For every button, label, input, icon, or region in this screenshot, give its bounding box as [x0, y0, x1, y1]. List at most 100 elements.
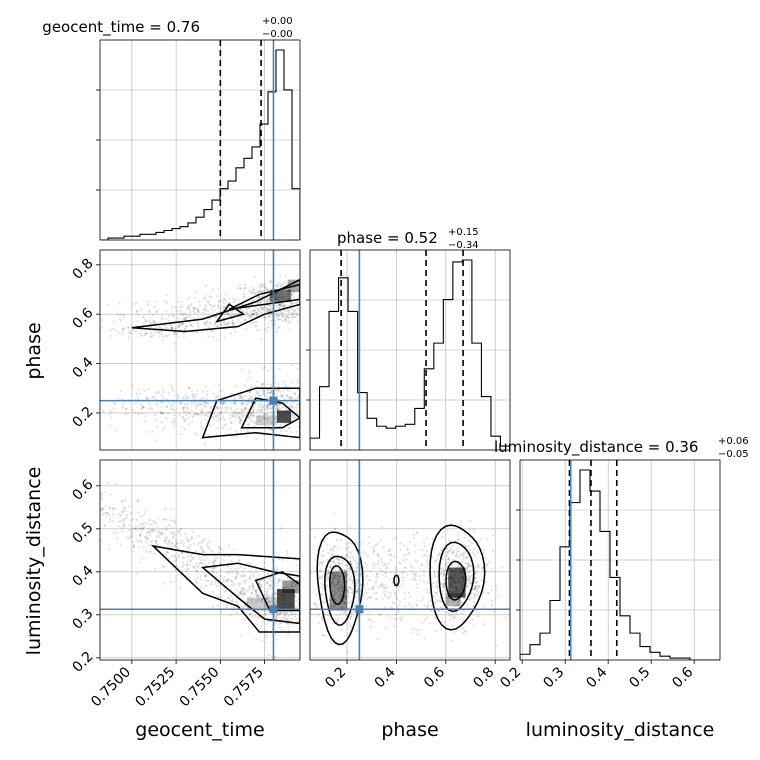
sample-point [138, 534, 142, 538]
sample-point [467, 571, 470, 574]
sample-point [266, 582, 269, 585]
sample-point [249, 411, 252, 414]
sample-point [223, 575, 226, 579]
sample-point [274, 603, 277, 606]
sample-point [193, 296, 197, 299]
sample-point [280, 430, 283, 433]
contour-line [324, 555, 356, 626]
sample-point [196, 412, 199, 416]
sample-point [130, 519, 133, 522]
sample-point [443, 581, 446, 585]
sample-point [351, 581, 354, 585]
sample-point [345, 593, 348, 596]
sample-point [253, 394, 256, 397]
sample-point [249, 371, 252, 375]
sample-point [377, 688, 379, 690]
sample-point [291, 401, 294, 404]
sample-point [472, 604, 475, 607]
sample-point [237, 582, 241, 585]
sample-point [277, 306, 280, 309]
sample-point [229, 332, 232, 335]
sample-point [150, 335, 153, 338]
sample-point [467, 564, 471, 567]
sample-point [100, 326, 103, 330]
sample-point [263, 604, 266, 607]
sample-point [306, 404, 308, 406]
sample-point [115, 532, 118, 535]
sample-point [404, 566, 407, 569]
tick-label-x-luminosity_distance: 0.4 [583, 664, 610, 691]
sample-point [266, 588, 270, 591]
sample-point [243, 574, 247, 577]
sample-point [305, 610, 307, 612]
sample-point [173, 420, 176, 423]
sample-point [439, 568, 442, 571]
sample-point [112, 507, 115, 510]
sample-point [225, 603, 229, 607]
sample-point [374, 581, 377, 584]
sample-point [227, 578, 230, 581]
sample-point [274, 284, 278, 287]
sample-point [476, 551, 479, 554]
sample-point [181, 407, 184, 410]
sample-point [346, 573, 349, 577]
sample-point [330, 409, 332, 411]
sample-point [356, 573, 360, 576]
sample-point [234, 417, 237, 420]
sample-point [364, 587, 367, 590]
sample-point [216, 594, 219, 597]
sample-point [276, 315, 279, 318]
sample-point [229, 402, 232, 405]
sample-point [367, 613, 370, 616]
sample-point [337, 588, 340, 591]
sample-point [329, 560, 333, 564]
title-phase-minus: −0.34 [448, 240, 479, 251]
sample-point [159, 531, 162, 535]
sample-point [292, 414, 296, 417]
sample-point [149, 332, 153, 335]
sample-point [251, 588, 254, 591]
sample-point [348, 560, 351, 563]
sample-point [150, 523, 153, 526]
sample-point [339, 570, 342, 573]
sample-point [217, 545, 221, 549]
sample-point [334, 636, 336, 638]
sample-point [149, 551, 152, 554]
sample-point [267, 600, 270, 603]
sample-point [186, 307, 189, 310]
sample-point [355, 629, 358, 632]
sample-point [250, 316, 253, 319]
sample-point [122, 329, 125, 332]
sample-point [181, 313, 184, 317]
sample-point [246, 403, 249, 406]
sample-point [466, 571, 469, 574]
sample-point [259, 419, 263, 422]
sample-point [136, 538, 139, 541]
sample-point [339, 612, 342, 615]
sample-point [137, 511, 140, 514]
sample-point [268, 308, 271, 312]
sample-point [180, 313, 184, 316]
sample-point [275, 408, 279, 411]
sample-point [174, 569, 178, 572]
sample-point [475, 581, 478, 584]
sample-point [154, 568, 157, 571]
sample-point [241, 588, 244, 592]
sample-point [204, 558, 207, 562]
sample-point [274, 392, 277, 395]
density-cell [255, 415, 277, 426]
sample-point [281, 559, 284, 562]
sample-point [127, 326, 130, 329]
sample-point [339, 598, 342, 602]
sample-point [341, 578, 344, 581]
sample-point [73, 402, 75, 404]
sample-point [451, 625, 454, 628]
sample-point [229, 392, 232, 395]
sample-point [350, 587, 353, 591]
sample-point [389, 571, 392, 575]
sample-point [325, 584, 329, 587]
sample-point [401, 584, 404, 587]
sample-point [339, 633, 341, 635]
sample-point [344, 595, 347, 598]
sample-point [478, 585, 481, 589]
